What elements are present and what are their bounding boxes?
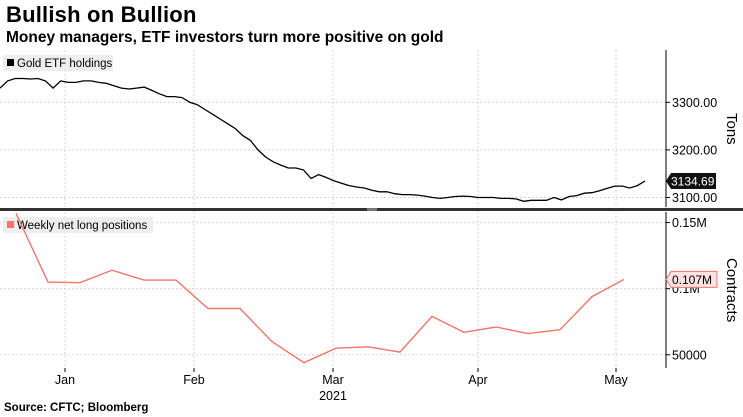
source-note: Source: CFTC; Bloomberg [4, 402, 149, 414]
net-long-y-tick-label: 50000 [672, 348, 707, 362]
net-long-y-axis-label: Contracts [723, 258, 740, 322]
etf-last-value: 3134.69 [671, 174, 715, 188]
net-long-last-value: 0.107M [672, 273, 712, 287]
etf-legend: Gold ETF holdings [3, 55, 113, 71]
net-long-legend: Weekly net long positions [3, 217, 153, 233]
etf-y-tick-label: 3200.00 [672, 143, 717, 157]
net-long-y-tick-label: 0.15M [672, 216, 707, 230]
etf-holdings-line [0, 77, 646, 202]
chart-subtitle: Money managers, ETF investors turn more … [6, 29, 444, 46]
x-tick-label-may: May [604, 373, 628, 387]
x-tick-label-jan: Jan [55, 373, 75, 387]
net-long-last-value-callout: 0.107M [665, 270, 718, 288]
x-tick-label-mar: Mar [322, 373, 344, 387]
etf-last-value-callout: 3134.69 [666, 172, 716, 189]
net-long-legend-label: Weekly net long positions [17, 220, 147, 232]
net-long-legend-swatch [7, 221, 14, 228]
net-long-line [15, 213, 625, 364]
panel-resize-handle[interactable] [367, 208, 377, 211]
etf-legend-label: Gold ETF holdings [17, 58, 112, 70]
etf-legend-swatch [7, 59, 14, 66]
etf-y-tick-label: 3100.00 [672, 191, 717, 205]
x-tick-label-feb: Feb [183, 373, 205, 387]
chart-title: Bullish on Bullion [6, 2, 197, 27]
etf-y-tick-label: 3300.00 [672, 96, 717, 110]
etf-y-axis-label: Tons [723, 113, 740, 145]
x-tick-label-apr: Apr [468, 373, 487, 387]
x-axis-year-label: 2021 [319, 389, 347, 403]
